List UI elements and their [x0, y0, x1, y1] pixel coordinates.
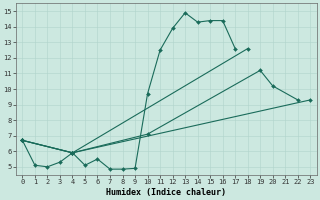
X-axis label: Humidex (Indice chaleur): Humidex (Indice chaleur)	[106, 188, 226, 197]
